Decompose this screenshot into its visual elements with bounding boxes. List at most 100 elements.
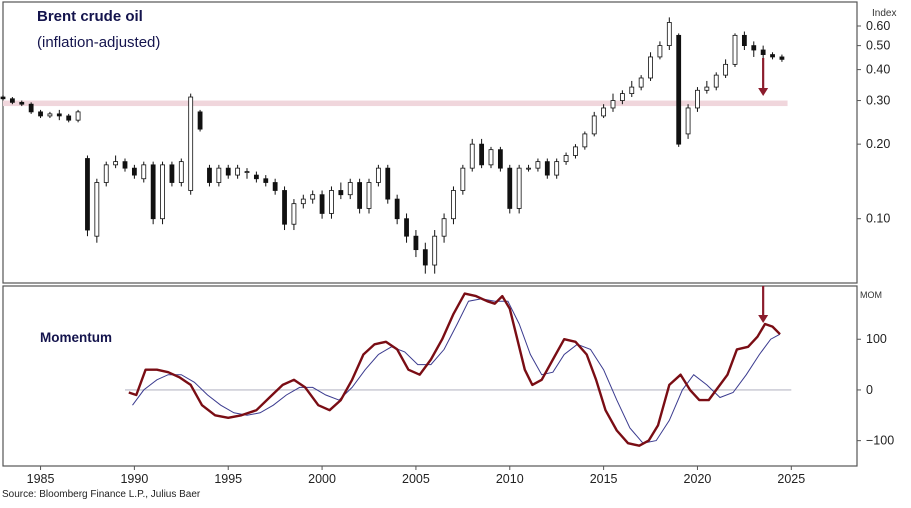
arrows	[758, 58, 769, 323]
momentum-line	[128, 292, 781, 447]
candle-body-63	[591, 115, 597, 135]
candle-body-15	[141, 164, 147, 180]
momentum-signal-line	[132, 298, 781, 444]
x-tick-label-8: 2025	[777, 472, 805, 486]
candle-body-82	[770, 54, 775, 58]
candle-body-34	[319, 194, 325, 214]
candle-body-4	[38, 111, 43, 117]
candle-body-39	[366, 182, 372, 209]
momentum-tick-label-0: −100	[866, 434, 894, 448]
candle-body-33	[310, 194, 316, 200]
candle-body-26	[244, 171, 250, 173]
price-axis-label: Index	[872, 8, 897, 19]
x-tick-label-3: 2000	[308, 472, 336, 486]
candle-body-19	[178, 161, 184, 183]
candle-body-74	[695, 89, 700, 109]
candle-body-10	[94, 182, 100, 237]
candle-body-62	[582, 133, 588, 148]
candle-body-25	[235, 167, 241, 176]
candle-body-11	[103, 164, 109, 183]
candle-body-49	[460, 167, 466, 191]
candle-body-44	[413, 235, 419, 251]
x-tick-label-2: 1995	[214, 472, 242, 486]
candle-body-22	[207, 167, 212, 183]
candle-body-59	[554, 161, 560, 176]
momentum-panel-frame	[2, 285, 858, 467]
candle-body-9	[85, 158, 90, 231]
candle-body-27	[253, 174, 259, 180]
candle-body-56	[526, 167, 531, 170]
candle-body-75	[704, 86, 710, 91]
candle-body-21	[197, 111, 203, 130]
momentum-axis-label: MOM	[860, 290, 882, 300]
chart-subtitle: (inflation-adjusted)	[37, 34, 161, 51]
momentum-title: Momentum	[40, 330, 112, 345]
candle-body-29	[272, 182, 278, 191]
price-panel-frame	[2, 1, 858, 284]
candle-body-31	[291, 203, 297, 225]
price-tick-label-5: 0.60	[866, 19, 890, 33]
candle-body-78	[732, 34, 738, 65]
x-tick-label-1: 1990	[120, 472, 148, 486]
candle-body-52	[488, 149, 494, 166]
candle-body-23	[216, 167, 222, 183]
candle-body-2	[19, 101, 25, 105]
candle-body-64	[601, 107, 607, 117]
x-tick-label-5: 2010	[496, 472, 524, 486]
candle-body-5	[47, 113, 53, 117]
candle-body-37	[347, 182, 353, 196]
candle-body-40	[375, 167, 381, 183]
candle-body-53	[497, 149, 503, 169]
candle-body-81	[760, 49, 766, 55]
x-tick-label-7: 2020	[684, 472, 712, 486]
x-tick-label-4: 2005	[402, 472, 430, 486]
candle-body-0	[0, 96, 6, 100]
candle-body-3	[28, 103, 34, 113]
candle-body-79	[741, 34, 747, 47]
candle-body-17	[160, 164, 165, 220]
candle-body-20	[188, 96, 194, 191]
candle-body-13	[122, 161, 128, 169]
price-arrow-head	[758, 88, 769, 96]
candle-body-42	[394, 198, 400, 220]
candle-body-38	[357, 182, 363, 209]
candle-body-80	[751, 45, 757, 51]
candle-body-48	[451, 190, 456, 220]
price-tick-label-2: 0.30	[866, 94, 890, 108]
candle-body-28	[263, 178, 269, 183]
momentum-lines	[125, 292, 792, 447]
candle-body-66	[619, 93, 625, 101]
candle-body-61	[573, 146, 578, 156]
momentum-tick-label-2: 100	[866, 332, 887, 346]
candle-body-76	[713, 74, 719, 88]
candle-body-46	[432, 235, 438, 266]
candle-body-70	[657, 45, 663, 58]
x-tick-label-6: 2015	[590, 472, 618, 486]
candle-body-51	[479, 143, 485, 166]
candle-body-6	[56, 113, 62, 117]
candle-body-18	[169, 164, 175, 183]
candle-body-60	[563, 155, 569, 163]
candle-body-41	[385, 167, 391, 200]
candle-body-71	[666, 22, 672, 47]
candle-body-7	[66, 115, 72, 121]
price-candles	[0, 17, 785, 274]
candle-body-57	[535, 161, 541, 169]
price-tick-label-3: 0.40	[866, 63, 890, 77]
candle-body-72	[676, 34, 682, 145]
price-band	[3, 100, 788, 107]
highlight-band	[3, 100, 788, 107]
candle-body-35	[329, 190, 334, 214]
candle-body-30	[282, 190, 287, 225]
candle-body-83	[779, 56, 785, 60]
candle-body-12	[113, 161, 119, 166]
candle-body-47	[441, 218, 447, 237]
price-tick-label-0: 0.10	[866, 212, 890, 226]
momentum-arrow-head	[758, 315, 769, 323]
axis-ticks: 0.10 0.20 0.30 0.40 0.50 0.60 −100 0 100 1985 1990…	[27, 19, 895, 486]
candle-body-16	[150, 164, 156, 220]
price-tick-label-4: 0.50	[866, 39, 890, 53]
candle-body-73	[685, 107, 691, 135]
candle-body-1	[9, 98, 15, 103]
candle-body-14	[131, 167, 137, 176]
